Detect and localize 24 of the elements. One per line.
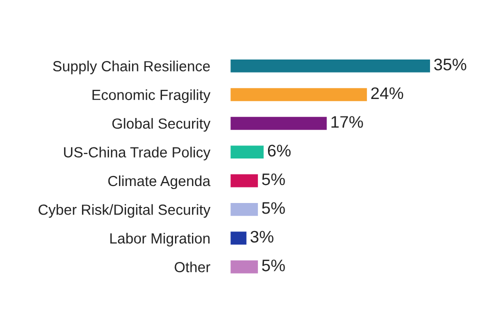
y-tick-label: Other [174,262,210,272]
y-tick-label: US-China Trade Policy [64,146,210,160]
data-label: 5% [262,260,285,272]
data-label: 5% [262,173,285,186]
bar [230,58,432,74]
y-tick-label: Climate Agenda [108,175,210,190]
y-tick-label: Labor Migration [110,232,210,246]
data-label: 35% [434,58,466,70]
bar [230,202,260,218]
data-label: 3% [250,230,274,243]
bar [230,144,266,160]
bar [230,172,260,189]
bar [230,258,260,275]
bar [230,230,248,246]
data-label: 24% [371,87,404,100]
bar [230,86,368,103]
bar [230,115,328,132]
y-tick-label: Economic Fragility [92,89,210,103]
y-tick-label: Global Security [112,118,210,132]
data-label: 5% [262,202,285,214]
data-label: 6% [268,144,291,157]
data-label: 17% [331,116,363,128]
y-tick-label: Cyber Risk/Digital Security [38,204,210,218]
y-tick-label: Supply Chain Resilience [53,60,210,74]
